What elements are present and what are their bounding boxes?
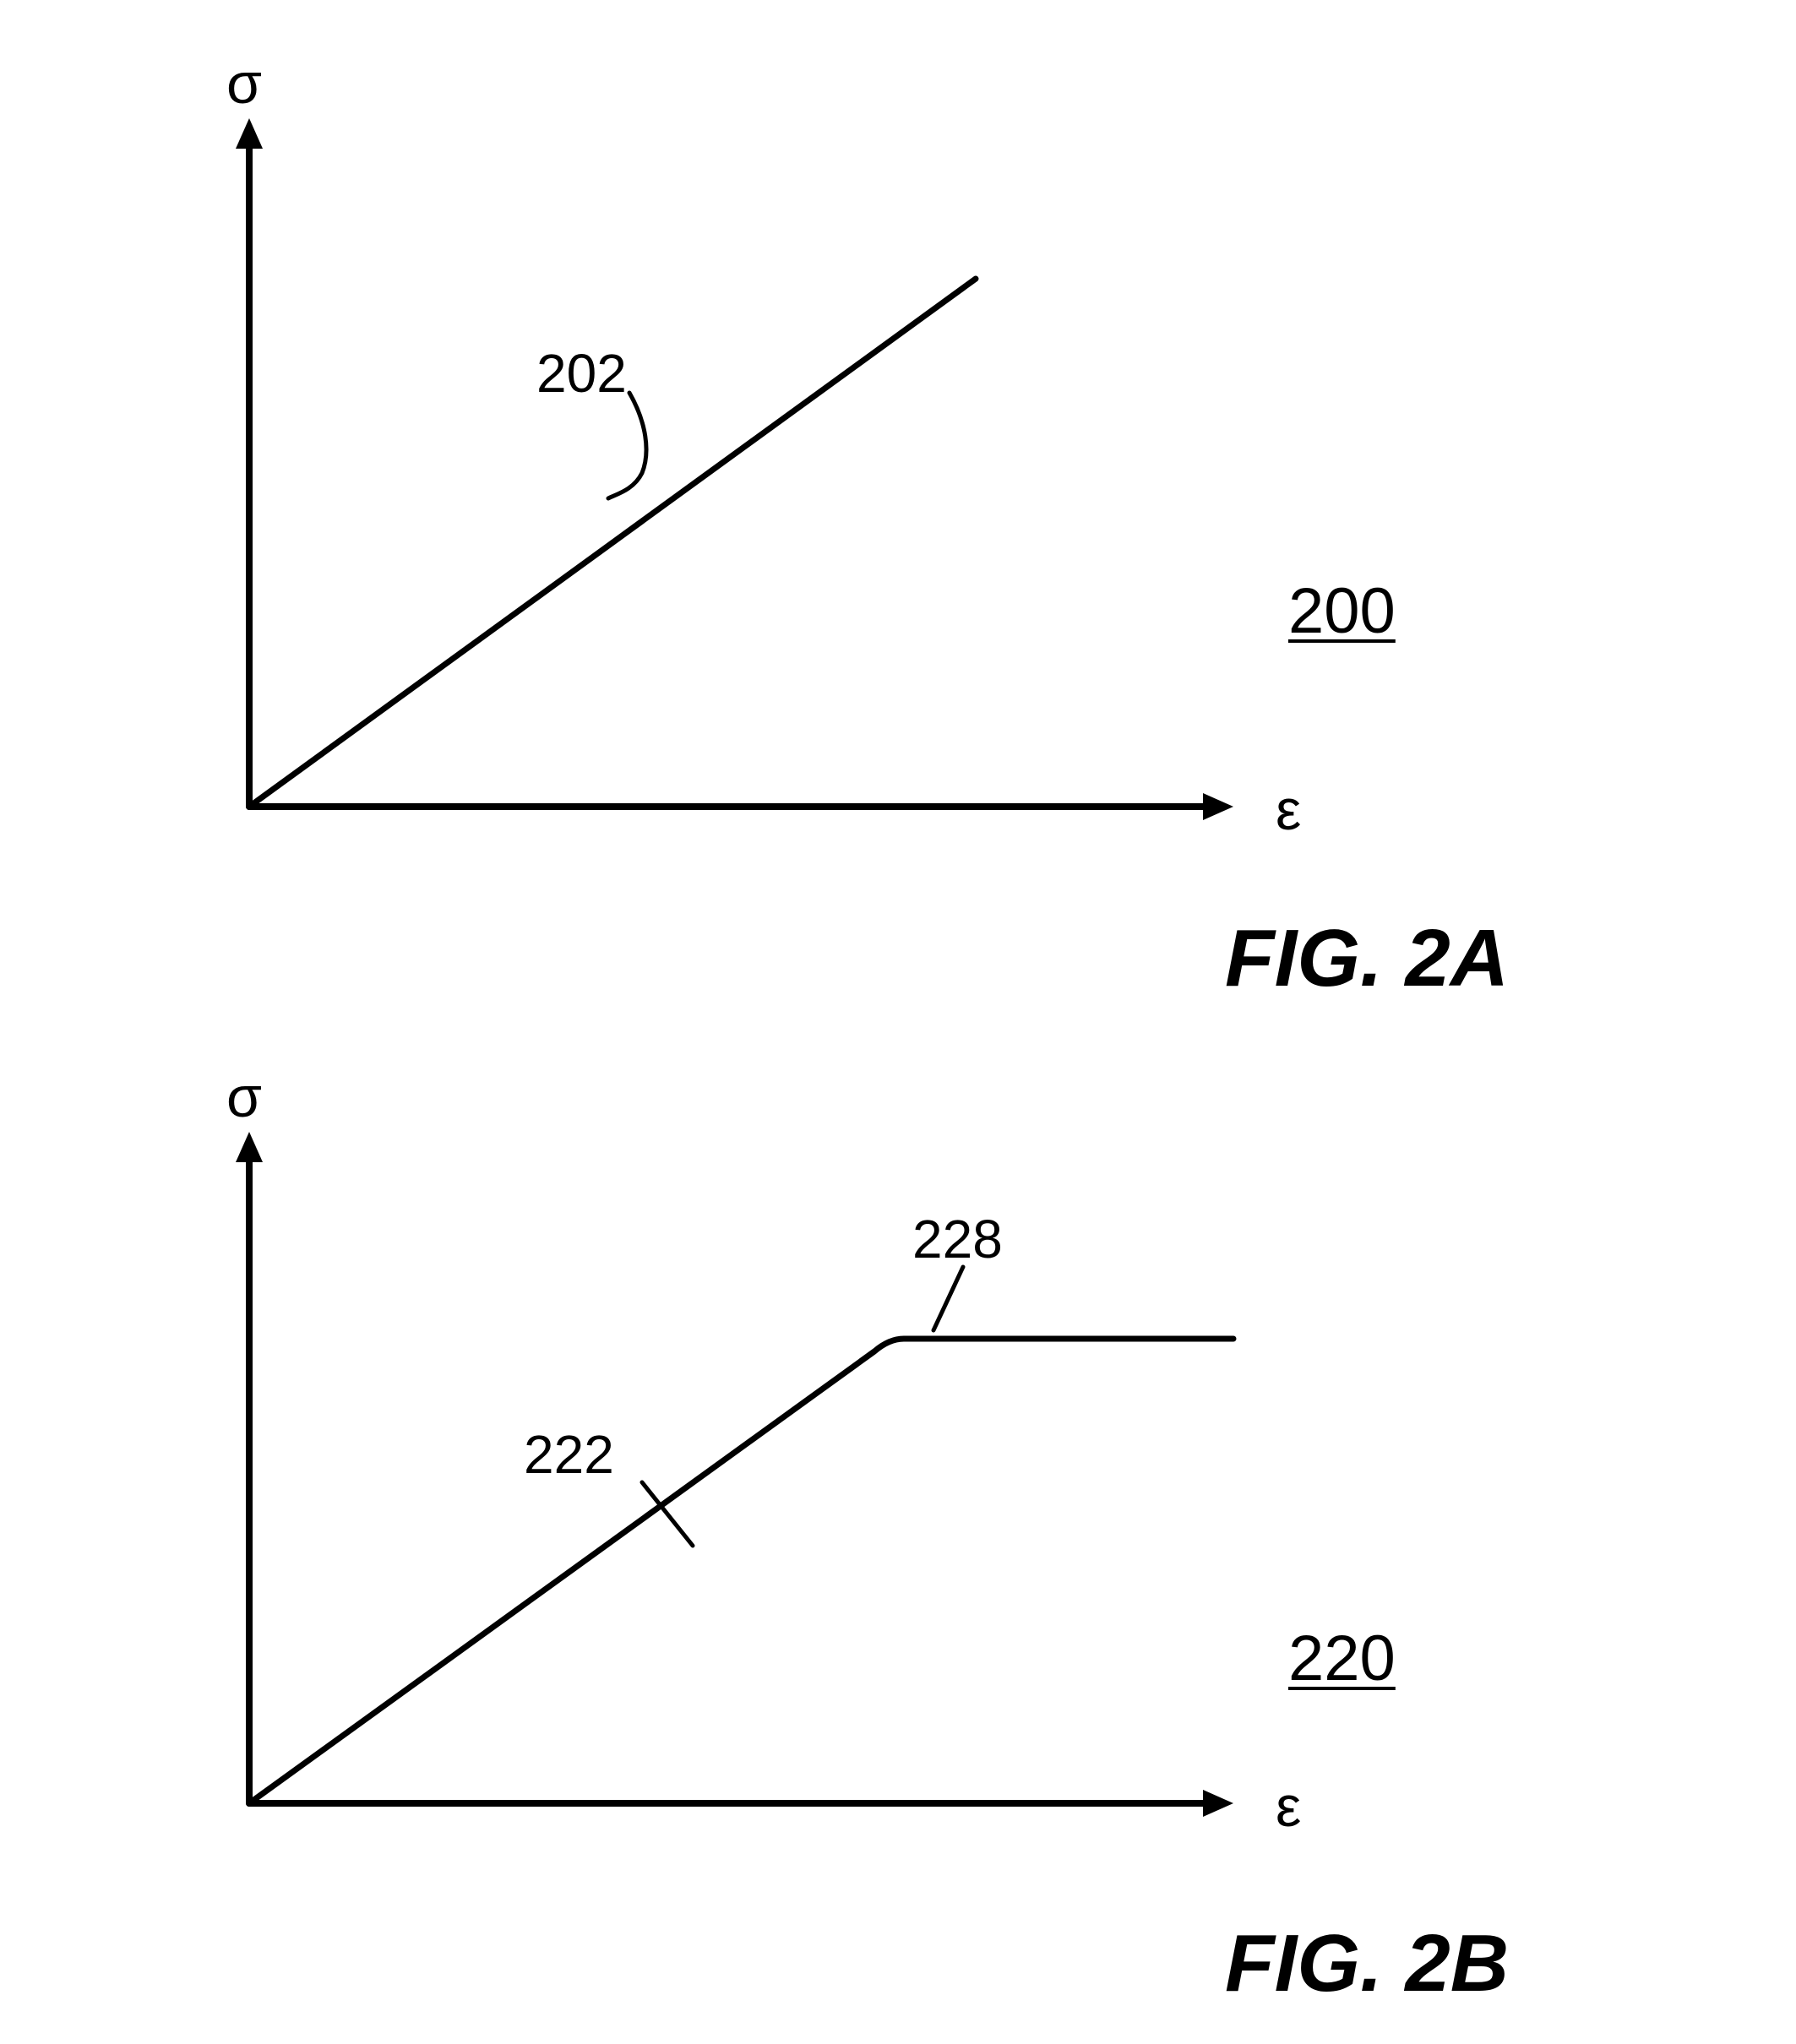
fig2a-figure-ref: 200 bbox=[1288, 574, 1396, 648]
fig2b-ref-228: 228 bbox=[912, 1208, 1003, 1270]
fig2a-ref-202: 202 bbox=[536, 342, 627, 405]
fig2a-title: FIG. 2A bbox=[1225, 912, 1509, 1005]
fig2a-epsilon-label: ε bbox=[1276, 777, 1301, 843]
fig2a-sigma-label: σ bbox=[226, 51, 262, 117]
figure-canvas bbox=[0, 0, 1796, 2044]
fig2b-ref-222: 222 bbox=[524, 1423, 614, 1486]
fig2b-title: FIG. 2B bbox=[1225, 1917, 1509, 2010]
fig2b-epsilon-label: ε bbox=[1276, 1774, 1301, 1840]
fig2b-sigma-label: σ bbox=[226, 1064, 262, 1130]
fig2b-figure-ref: 220 bbox=[1288, 1622, 1396, 1695]
